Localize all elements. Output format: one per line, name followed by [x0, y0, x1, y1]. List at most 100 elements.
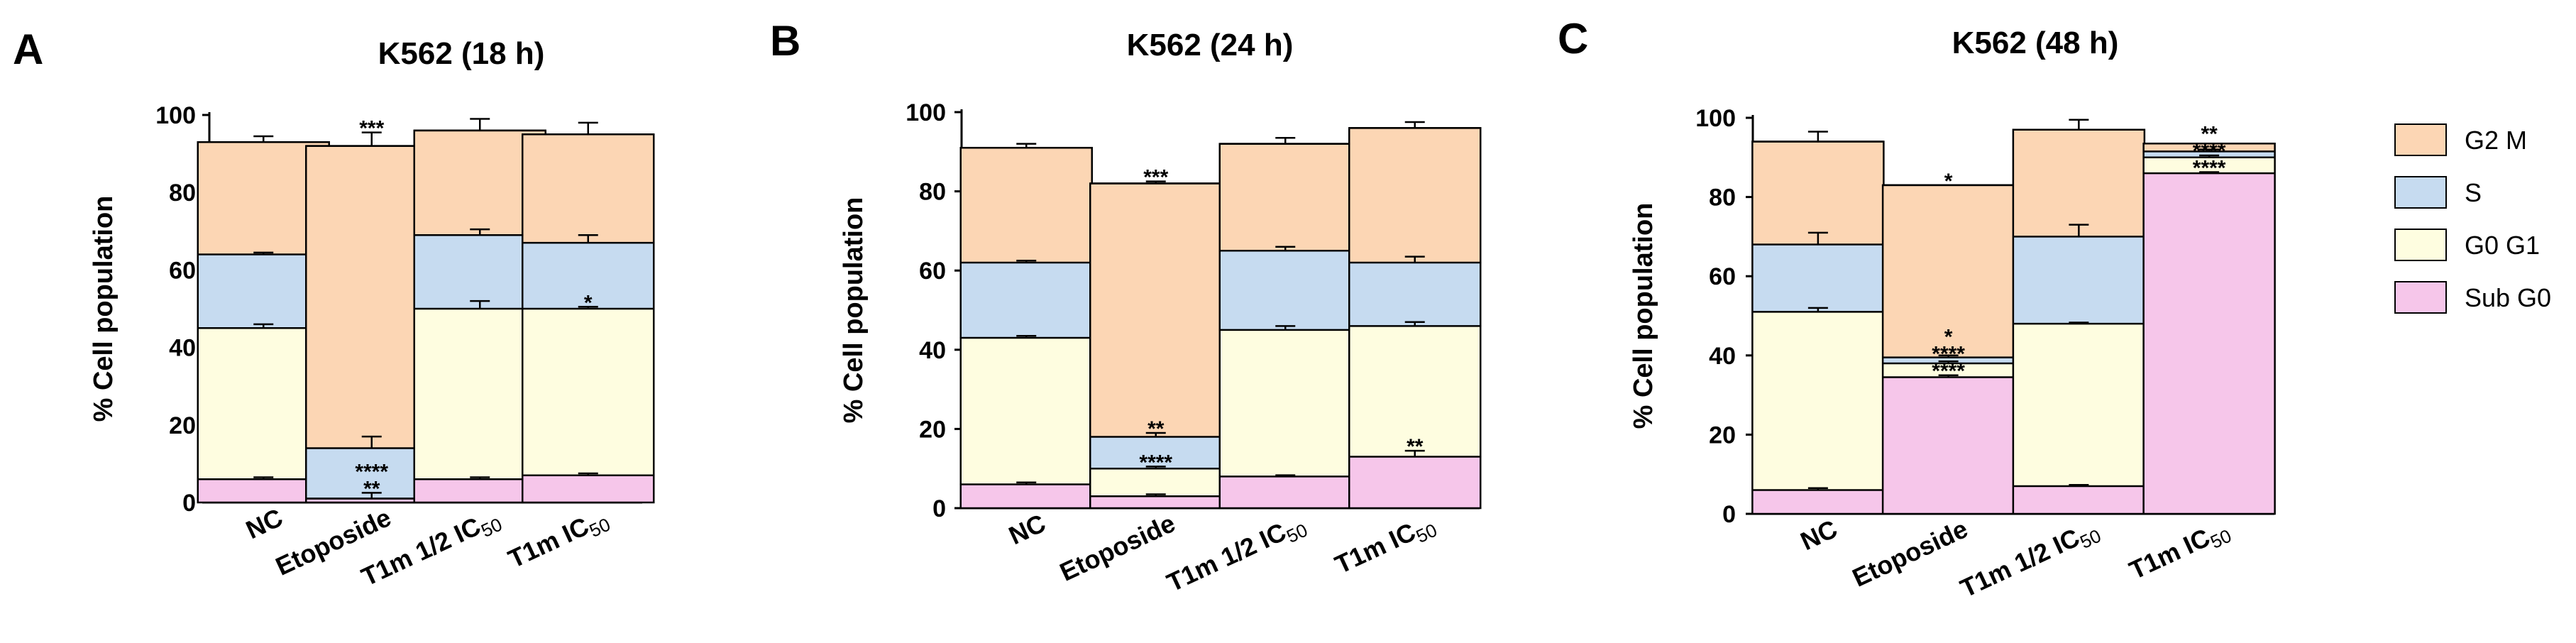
y-tick-label: 60 [1709, 263, 1736, 290]
bar-t1m-ic50: ** [1348, 121, 1482, 510]
legend-swatch [2394, 229, 2447, 261]
x-tick-label: T1m IC50 [504, 502, 614, 578]
y-tick-label: 20 [919, 416, 946, 443]
bar-segment-sub-g0 [522, 475, 654, 502]
bar-segment-g2-m [1883, 185, 2015, 358]
bar-segment-g0-g1 [522, 309, 654, 476]
significance-label: *** [359, 117, 384, 141]
x-tick-label: NC [241, 502, 287, 544]
y-tick-label: 80 [1709, 185, 1736, 211]
bar-segment-g0-g1 [1752, 312, 1884, 490]
x-tick-label: Etoposide [1848, 514, 1972, 593]
bar-segment-g0-g1 [1219, 329, 1351, 477]
bar-segment-sub-g0 [1752, 490, 1884, 514]
significance-label: **** [1932, 360, 1965, 383]
bar-segment-g0-g1 [1349, 326, 1481, 457]
bar-segment-sub-g0 [1349, 456, 1481, 508]
bar-segment-sub-g0 [1090, 496, 1222, 508]
bar-segment-g2-m [1090, 183, 1222, 437]
significance-label: *** [1143, 166, 1168, 189]
significance-label: ** [2201, 122, 2218, 145]
significance-label: * [1944, 326, 1953, 349]
legend-item-g0-g1: G0 G1 [2394, 229, 2540, 261]
y-tick-label: 80 [169, 180, 196, 207]
significance-label: * [584, 291, 593, 314]
bar-segment-g0-g1 [2013, 324, 2145, 486]
bar-segment-sub-g0 [1219, 476, 1351, 508]
bar-segment-g2-m [522, 134, 654, 243]
y-tick-label: 60 [169, 257, 196, 284]
y-tick-label: 40 [919, 337, 946, 364]
y-tick-label: 0 [1722, 501, 1736, 528]
significance-label: **** [2193, 139, 2226, 163]
legend-label: S [2465, 178, 2482, 207]
bar-segment-s [1349, 263, 1481, 326]
x-tick-label: T1m 1/2 IC50 [1956, 514, 2104, 607]
legend: G2 M S G0 G1 Sub G0 [2394, 123, 2551, 314]
bar-segment-g2-m [1752, 141, 1884, 245]
bar-segment-g2-m [960, 148, 1092, 263]
significance-label: ** [363, 477, 380, 500]
legend-swatch [2394, 176, 2447, 209]
y-axis-label: % Cell population [839, 197, 869, 424]
bar-segment-g0-g1 [1883, 363, 2015, 378]
x-tick-label: T1m 1/2 IC50 [1162, 508, 1311, 601]
bar-segment-sub-g0 [2013, 485, 2145, 514]
bar-segment-g2-m [1219, 143, 1351, 251]
panel-b: B K562 (24 h) % Cell population 0 20 40 60 80 10… [770, 17, 1482, 601]
y-tick-label: 100 [906, 99, 946, 126]
bar-t1m-ic50: ********** [2142, 122, 2276, 515]
legend-item-sub-g0: Sub G0 [2394, 281, 2551, 314]
bar-segment-sub-g0 [306, 498, 438, 502]
x-tick-label: T1m IC50 [1331, 508, 1441, 583]
bar-segment-g2-m [1349, 128, 1481, 263]
bar-segment-sub-g0 [960, 484, 1092, 508]
y-tick-label: 80 [919, 179, 946, 206]
bar-t1m-1-2-ic50 [1218, 137, 1352, 510]
bar-outline [2142, 143, 2276, 515]
y-tick-label: 20 [1709, 422, 1736, 449]
legend-label: G0 G1 [2465, 231, 2540, 260]
panel-a: A K562 (18 h) % Cell population 0 20 40 60 80 10… [13, 26, 655, 592]
bar-etoposide: ********* [1089, 166, 1223, 510]
y-tick-label: 20 [169, 412, 196, 439]
bar-outline [522, 133, 655, 504]
y-tick-label: 0 [182, 490, 196, 517]
chart-title: K562 (48 h) [1952, 26, 2119, 60]
bar-segment-s [2143, 151, 2275, 158]
bar-segment-g2-m [2013, 129, 2145, 237]
y-tick-label: 0 [932, 495, 946, 522]
significance-label: **** [2193, 156, 2226, 180]
x-tick-label: T1m IC50 [2125, 514, 2235, 589]
y-tick-label: 40 [169, 335, 196, 362]
bar-segment-g0-g1 [1090, 468, 1222, 497]
chart-title: K562 (24 h) [1127, 28, 1294, 62]
legend-item-s: S [2394, 176, 2482, 209]
legend-swatch [2394, 123, 2447, 156]
x-tick-label: NC [1796, 514, 1842, 556]
bar-t1m-ic50: * [522, 121, 655, 504]
bar-segment-s [960, 263, 1092, 339]
bar-segment-s [1883, 357, 2015, 363]
bar-segment-s [1752, 244, 1884, 312]
bar-segment-g2-m [2143, 143, 2275, 152]
panel-letter: C [1558, 15, 1588, 62]
bar-segment-g0-g1 [960, 338, 1092, 485]
bar-segment-g0-g1 [2143, 157, 2275, 174]
legend-label: Sub G0 [2465, 283, 2551, 312]
bar-nc [959, 143, 1093, 510]
legend-label: G2 M [2465, 126, 2527, 155]
significance-label: **** [1932, 343, 1965, 366]
significance-label: **** [355, 460, 388, 483]
bar-t1m-1-2-ic50 [2012, 119, 2146, 515]
bar-outline [1348, 127, 1482, 510]
chart-title: K562 (18 h) [378, 36, 545, 71]
bar-segment-s [2013, 236, 2145, 324]
x-tick-label: Etoposide [1055, 508, 1179, 587]
bar-segment-sub-g0 [1883, 377, 2015, 514]
significance-label: **** [1139, 451, 1172, 474]
panel-c: C K562 (48 h) % Cell population 0 20 40 60 80 10… [1558, 15, 2276, 607]
y-tick-label: 100 [155, 102, 196, 129]
y-axis-label: % Cell population [89, 196, 119, 422]
